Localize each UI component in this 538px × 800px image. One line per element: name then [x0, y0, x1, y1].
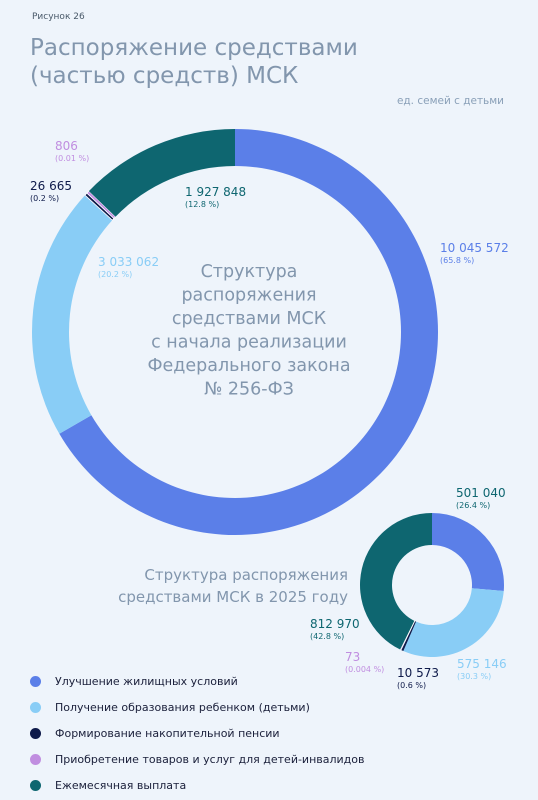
- figure-label: Рисунок 26: [32, 12, 85, 22]
- value-label-education: 575 146: [457, 657, 507, 671]
- percent-label-monthly-payment: (42.8 %): [310, 632, 344, 641]
- value-label-housing: 501 040: [456, 486, 506, 500]
- chart-title-line: Федерального закона: [147, 356, 350, 376]
- legend-item-education: Получение образования ребенком (детьми): [30, 694, 510, 720]
- percent-label-disabled-goods: (0.004 %): [345, 665, 384, 674]
- legend-item-housing: Улучшение жилищных условий: [30, 668, 510, 694]
- page-title: Распоряжение средствами (частью средств)…: [30, 34, 430, 90]
- percent-label-housing: (26.4 %): [456, 501, 490, 510]
- title-line: Распоряжение средствами: [30, 35, 358, 61]
- percent-label-education: (30.3 %): [457, 672, 491, 681]
- legend-label: Приобретение товаров и услуг для детей-и…: [55, 752, 365, 766]
- chart-title-line: Структура: [201, 262, 298, 282]
- legend-item-disabled-goods: Приобретение товаров и услуг для детей-и…: [30, 746, 510, 772]
- legend-label: Получение образования ребенком (детьми): [55, 700, 310, 714]
- chart-title-line: средствами МСК: [172, 309, 327, 329]
- donut-slice-education: [31, 195, 113, 434]
- legend-label: Ежемесячная выплата: [55, 778, 187, 792]
- chart-title-line: с начала реализации: [151, 333, 347, 353]
- legend-label: Формирование накопительной пенсии: [55, 726, 280, 740]
- donut-slice-disabled-goods: [399, 620, 416, 651]
- value-label-pension: 26 665: [30, 179, 72, 193]
- percent-label-pension: (0.2 %): [30, 194, 59, 203]
- donut-slice-monthly-payment: [88, 129, 235, 217]
- value-label-disabled-goods: 73: [345, 650, 360, 664]
- legend-swatch-disabled-goods: [30, 753, 41, 765]
- unit-label: ед. семей с детьми: [396, 95, 504, 107]
- legend-item-monthly-payment: Ежемесячная выплата: [30, 772, 510, 798]
- value-label-monthly-payment: 812 970: [310, 617, 360, 631]
- donut-slice-pension: [401, 621, 417, 652]
- legend-swatch-housing: [30, 675, 41, 687]
- legend-swatch-monthly-payment: [30, 779, 41, 791]
- value-label-monthly-payment: 1 927 848: [185, 185, 246, 199]
- donut-slice-disabled-goods: [86, 190, 117, 220]
- percent-label-housing: (65.8 %): [440, 256, 474, 265]
- chart-title-line: распоряжения: [181, 286, 316, 306]
- donut-slice-housing: [432, 513, 504, 591]
- chart-title-line: средствами МСК в 2025 году: [118, 588, 348, 606]
- value-label-housing: 10 045 572: [440, 241, 509, 255]
- chart-title-line: № 256-ФЗ: [204, 380, 294, 400]
- donut-chart-1: 10 045 572(65.8 %) 3 033 062(20.2 %) 26 66…: [30, 129, 509, 535]
- legend: Улучшение жилищных условий Получение обр…: [30, 668, 510, 798]
- legend-swatch-pension: [30, 727, 41, 739]
- legend-label: Улучшение жилищных условий: [55, 674, 238, 688]
- percent-label-monthly-payment: (12.8 %): [185, 200, 219, 209]
- percent-label-education: (20.2 %): [98, 270, 132, 279]
- value-label-pension: 10 573: [397, 666, 439, 680]
- donut-chart-2: 501 040(26.4 %) 575 146(30.3 %) 10 573(0.6…: [118, 486, 507, 690]
- donut-slice-education: [403, 588, 504, 658]
- value-label-education: 3 033 062: [98, 255, 159, 269]
- donut-slice-monthly-payment: [359, 513, 432, 650]
- percent-label-pension: (0.6 %): [397, 681, 426, 690]
- legend-item-pension: Формирование накопительной пенсии: [30, 720, 510, 746]
- title-line: (частью средств) МСК: [30, 63, 299, 89]
- chart-title-line: Структура распоряжения: [144, 566, 348, 584]
- legend-swatch-education: [30, 701, 41, 713]
- percent-label-disabled-goods: (0.01 %): [55, 154, 89, 163]
- value-label-disabled-goods: 806: [55, 139, 78, 153]
